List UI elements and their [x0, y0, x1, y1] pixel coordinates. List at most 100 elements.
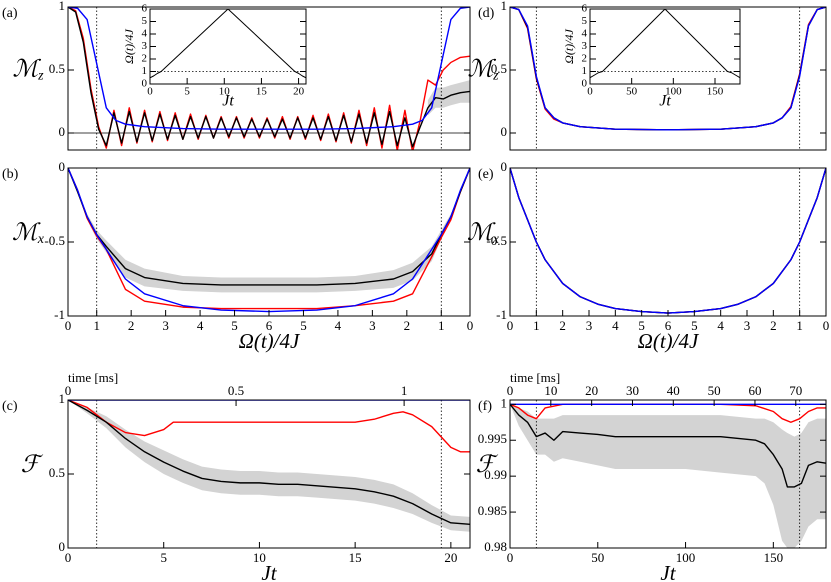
- x-tick-label: 20: [444, 550, 457, 565]
- x-tick-label: 2: [559, 318, 566, 333]
- x-tick-label: 5: [184, 86, 190, 98]
- plot-area: [68, 168, 470, 316]
- data-line: [510, 403, 826, 488]
- y-axis-label: ℳz: [467, 56, 499, 84]
- x-tick-label: 2: [404, 318, 411, 333]
- y-tick-label: 0.5: [49, 465, 65, 480]
- y-tick-label: 2: [582, 53, 588, 65]
- data-line: [68, 168, 470, 310]
- y-tick-label: -0.5: [44, 233, 65, 248]
- y-tick-label: 5: [582, 15, 588, 27]
- plot-area: [510, 7, 826, 150]
- plot-area: [150, 9, 306, 79]
- plot-area: [590, 9, 740, 79]
- x-tick-label: 5: [691, 318, 698, 333]
- error-band: [427, 80, 470, 116]
- data-line: [510, 168, 826, 314]
- data-line: [510, 7, 826, 131]
- x-tick-label: 4: [335, 318, 342, 333]
- y-tick-label: 0: [501, 124, 508, 139]
- panel: -1 -0.5 0 0 1 2 3 4 5 6 5 4 3 2 1 0 Ω(t)/4J ℳx (b): [2, 159, 473, 353]
- x-tick-label: 0: [65, 318, 72, 333]
- y-axis-label: ℱ: [21, 452, 44, 478]
- y-axis-label-main: ℳ: [12, 56, 41, 82]
- x2-tick-label: 10: [544, 383, 557, 398]
- x2-tick-label: 40: [667, 383, 680, 398]
- y-tick-label: 0: [582, 78, 588, 90]
- x-axis-label: Jt: [222, 93, 234, 110]
- panel-label: (d): [478, 6, 495, 21]
- x-axis-label: Ω(t)/4J: [638, 329, 700, 353]
- panel-label: (b): [2, 167, 19, 182]
- x-axis-label: Jt: [660, 561, 676, 582]
- x-tick-label: 3: [369, 318, 376, 333]
- x-tick-label: 0: [65, 550, 72, 565]
- data-line: [510, 168, 826, 314]
- x-tick-label: 15: [256, 86, 268, 98]
- data-line: [150, 9, 306, 79]
- data-line: [590, 9, 740, 79]
- x-tick-label: 150: [707, 86, 724, 98]
- x2-tick-label: 1: [401, 383, 408, 398]
- x-tick-label: 4: [197, 318, 204, 333]
- y-tick-label: 0: [59, 124, 66, 139]
- x2-tick-label: 70: [789, 383, 802, 398]
- y-tick-label: 0.985: [478, 503, 507, 518]
- x-tick-label: 1: [533, 318, 540, 333]
- x-tick-label: 3: [744, 318, 751, 333]
- x2-tick-label: 0.5: [228, 383, 244, 398]
- y-tick-label: 1: [142, 65, 148, 77]
- y-axis-label-main: ℱ: [476, 452, 499, 478]
- x-tick-label: 15: [349, 550, 362, 565]
- data-line: [68, 7, 470, 148]
- y-axis-label: Ω(t)/4J: [562, 28, 576, 63]
- y-tick-label: 0.995: [478, 431, 507, 446]
- x-tick-label: 4: [612, 318, 619, 333]
- x-tick-label: 150: [764, 550, 784, 565]
- x-tick-label: 20: [293, 86, 305, 98]
- x2-axis-label: time [ms]: [510, 370, 560, 385]
- x-tick-label: 10: [219, 86, 231, 98]
- x-tick-label: 100: [676, 550, 696, 565]
- inset-background: [150, 9, 306, 84]
- y-axis-label: ℱ: [476, 452, 499, 478]
- error-band: [68, 400, 470, 532]
- data-line: [510, 168, 826, 314]
- y-tick-label: -1: [54, 307, 65, 322]
- y-axis-label-sub: z: [492, 69, 499, 84]
- x-tick-label: 0: [587, 86, 593, 98]
- panel-label: (f): [478, 399, 492, 414]
- y-axis-label-main: ℱ: [21, 452, 44, 478]
- x-axis-label: Ω(t)/4J: [239, 329, 301, 353]
- x-tick-label: 50: [591, 550, 604, 565]
- data-line: [68, 400, 470, 453]
- y-tick-label: 0: [142, 78, 148, 90]
- y-tick-label: 0.98: [484, 539, 507, 554]
- x-tick-label: 2: [128, 318, 135, 333]
- y-tick-label: 4: [582, 28, 588, 40]
- x-tick-label: 4: [717, 318, 724, 333]
- panel-label: (a): [2, 6, 18, 21]
- y-tick-label: 1: [59, 391, 66, 406]
- x-tick-label: 0: [507, 550, 514, 565]
- panel: -1 -0.5 0 0 1 2 3 4 5 6 5 4 3 2 1 0 Ω(t)/4J ℳx (e): [467, 159, 829, 353]
- x-tick-label: 1: [796, 318, 803, 333]
- x-tick-label: 5: [160, 550, 167, 565]
- y-tick-label: 6: [582, 3, 588, 15]
- x-tick-label: 6: [665, 318, 672, 333]
- x-tick-label: 1: [93, 318, 100, 333]
- y-axis-label: ℳz: [12, 56, 44, 84]
- error-band: [510, 404, 826, 548]
- x-tick-label: 0: [467, 318, 474, 333]
- y-tick-label: 1: [501, 395, 508, 410]
- y-axis-label-sub: x: [37, 232, 45, 247]
- y-tick-label: 1: [582, 65, 588, 77]
- y-tick-label: -0.5: [486, 233, 507, 248]
- plot-area: [510, 400, 826, 548]
- inset-background: [590, 9, 740, 84]
- x-tick-label: 0: [147, 86, 153, 98]
